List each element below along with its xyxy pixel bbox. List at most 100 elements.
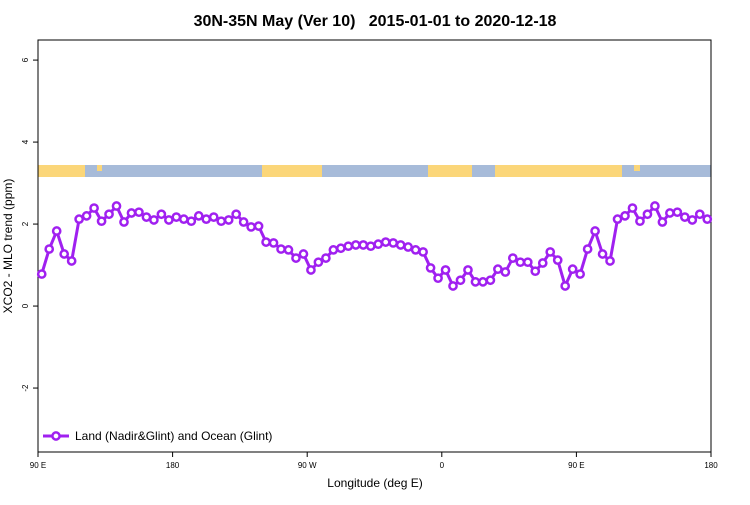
point — [246, 222, 256, 232]
point — [582, 244, 593, 254]
point — [208, 212, 219, 222]
point — [612, 214, 623, 224]
point — [66, 256, 77, 266]
point — [350, 240, 361, 250]
point — [358, 240, 369, 250]
point — [388, 238, 399, 248]
x-axis-label: Longitude (deg E) — [327, 476, 422, 490]
point — [403, 242, 413, 252]
point — [201, 214, 212, 224]
point — [178, 214, 189, 224]
point — [567, 264, 578, 275]
x-tick-label: 90 W — [298, 461, 317, 470]
point — [463, 265, 473, 275]
point — [149, 215, 159, 225]
point — [500, 267, 511, 277]
point — [552, 255, 563, 265]
point — [186, 216, 197, 227]
point — [522, 257, 533, 268]
point — [321, 253, 331, 263]
point — [575, 269, 585, 279]
point — [336, 243, 346, 254]
point — [627, 203, 638, 213]
point — [478, 277, 488, 287]
chart-title: 30N-35N May (Ver 10) 2015-01-01 to 2020-… — [194, 13, 557, 30]
point — [126, 208, 137, 218]
y-tick-label: 0 — [21, 303, 30, 308]
point — [665, 208, 675, 218]
point — [537, 258, 548, 268]
point — [679, 212, 690, 222]
point — [448, 281, 458, 291]
point — [328, 245, 339, 255]
point — [515, 257, 526, 268]
point — [36, 269, 47, 279]
point — [373, 239, 384, 250]
point — [111, 201, 122, 211]
point — [672, 207, 683, 218]
point — [96, 216, 107, 227]
point — [44, 244, 55, 254]
x-tick-label: 0 — [440, 461, 445, 470]
point — [620, 211, 630, 221]
land-ocean-strip — [38, 165, 711, 177]
point — [694, 209, 705, 220]
point — [545, 247, 556, 257]
point — [440, 265, 451, 275]
point — [74, 214, 84, 224]
point — [530, 266, 541, 277]
point — [635, 216, 645, 227]
point — [507, 253, 518, 263]
point — [216, 216, 227, 227]
point — [365, 241, 376, 252]
point — [702, 214, 713, 224]
point — [59, 249, 70, 259]
point — [253, 221, 264, 231]
point — [291, 253, 301, 263]
point — [380, 237, 391, 247]
point — [51, 226, 62, 236]
point — [657, 217, 668, 227]
point — [223, 215, 234, 225]
point — [193, 211, 204, 221]
x-tick-label: 90 E — [568, 461, 584, 470]
point — [425, 263, 436, 273]
legend-label: Land (Nadir&Glint) and Ocean (Glint) — [75, 429, 272, 443]
point — [650, 201, 660, 211]
point — [283, 245, 294, 255]
point — [455, 275, 466, 286]
point — [605, 256, 615, 266]
point — [590, 226, 600, 236]
y-tick-label: 6 — [21, 57, 30, 62]
x-tick-label: 180 — [166, 461, 180, 470]
point — [134, 207, 144, 218]
point — [89, 203, 99, 213]
point — [485, 275, 496, 286]
legend-marker — [51, 431, 61, 441]
point — [164, 215, 174, 225]
point — [231, 209, 242, 220]
point — [119, 217, 129, 227]
point — [298, 249, 309, 259]
point — [343, 241, 354, 252]
point — [156, 209, 167, 220]
point — [687, 215, 698, 225]
point — [470, 277, 481, 287]
point — [306, 265, 316, 275]
plot-frame — [37, 39, 712, 453]
point — [433, 273, 443, 284]
y-tick-label: 2 — [21, 221, 30, 226]
point — [313, 257, 324, 268]
point — [642, 209, 653, 220]
y-axis-label: XCO2 - MLO trend (ppm) — [1, 179, 15, 314]
x-tick-label: 90 E — [30, 461, 46, 470]
point — [261, 237, 271, 247]
point — [268, 238, 279, 248]
point — [276, 244, 286, 254]
point — [104, 209, 114, 220]
point — [410, 245, 421, 255]
point — [238, 217, 249, 227]
point — [597, 249, 608, 259]
x-tick-label: 180 — [704, 461, 718, 470]
